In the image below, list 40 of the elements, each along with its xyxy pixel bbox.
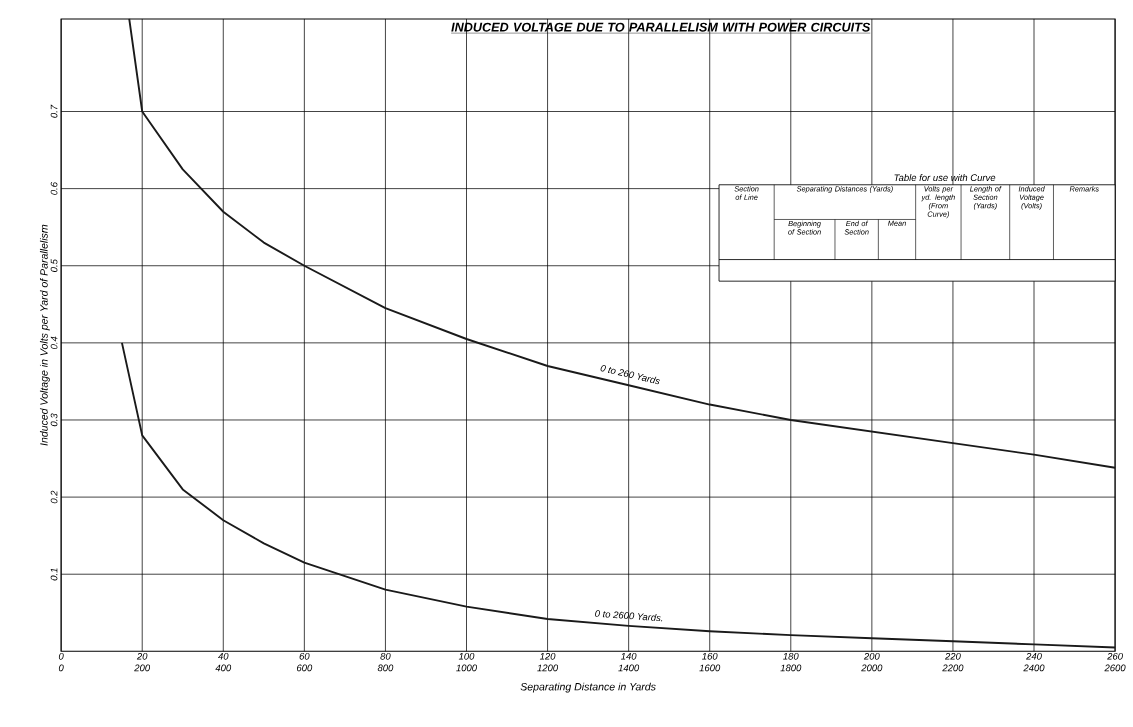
y-tick-label: 0.5 [50,259,58,272]
x-tick-label: 80 [380,652,391,660]
x-tick-label: 40 [218,652,229,660]
x-tick-label: 60 [299,652,310,660]
x-tick-label: 120 [539,652,556,660]
x-tick-label: 160 [702,652,718,660]
y-tick-label: 0.2 [50,490,58,504]
x2-tick-label: 2400 [1023,664,1045,672]
y-tick-label: 0.3 [50,413,58,427]
y-axis-title: Induced Voltage in Volts per Yard of Parallelism [39,224,50,446]
x-axis-title: Separating Distance in Yards [520,682,656,693]
y-tick-label: 0.7 [50,104,58,118]
x-tick-label: 0 [58,652,64,660]
series-label: 0 to 2600 Yards. [595,610,663,622]
x2-tick-label: 1400 [618,664,640,672]
x-tick-label: 100 [458,652,475,660]
x2-tick-label: 1000 [456,664,477,672]
x-tick-label: 20 [136,652,148,660]
x-tick-label: 180 [783,652,799,660]
x2-tick-label: 0 [58,664,64,672]
annotation: Table for use with Curve [894,173,996,181]
y-tick-label: 0.1 [50,568,58,581]
text: 0 to 260 Yards [600,364,660,385]
x-tick-label: 200 [863,652,880,660]
x-tick-label: 240 [1026,652,1042,660]
x-tick-label: 260 [1107,652,1123,660]
x2-tick-label: 200 [134,664,151,672]
x2-tick-label: 2200 [942,664,964,672]
y-tick-label: 0.4 [50,336,58,349]
y-tick-label: 0.6 [50,181,58,195]
x2-tick-label: 600 [296,664,313,672]
x2-tick-label: 800 [377,664,394,672]
x2-tick-label: 1600 [699,664,721,672]
x2-tick-label: 2000 [861,664,883,672]
x2-tick-label: 1200 [537,664,559,672]
x-tick-label: 220 [944,652,961,660]
x2-tick-label: 1800 [780,664,802,672]
x2-tick-label: 400 [215,664,232,672]
x-tick-label: 140 [620,652,637,660]
x2-tick-label: 2600 [1104,664,1126,672]
